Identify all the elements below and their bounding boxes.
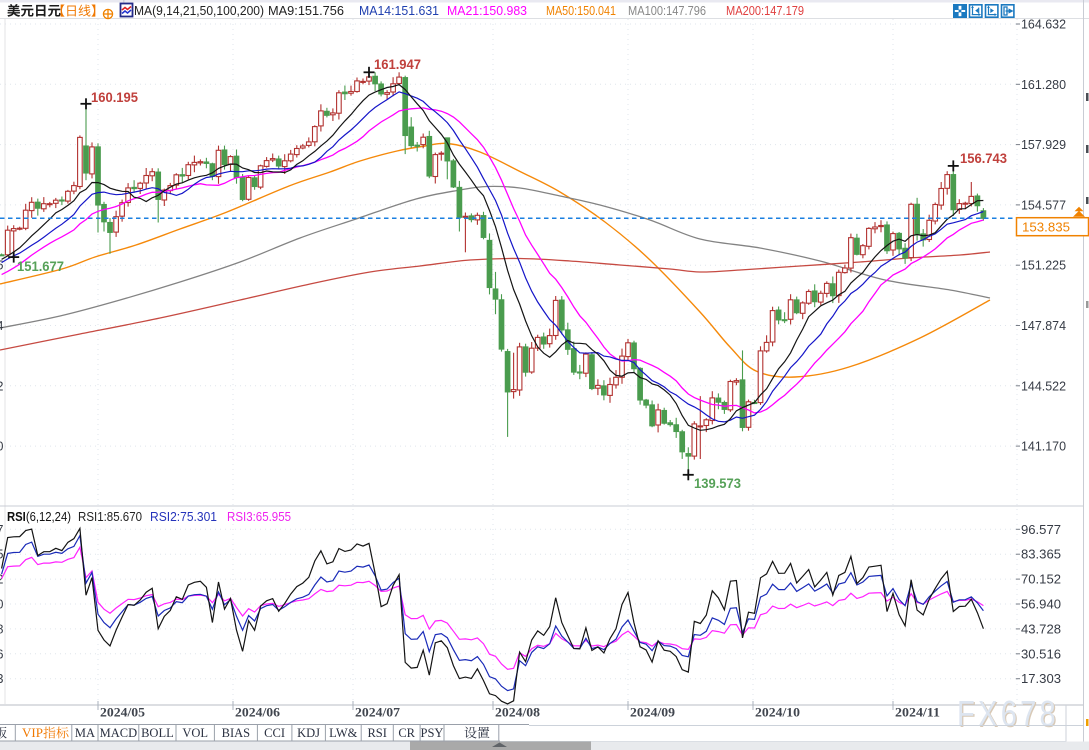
svg-text:153.835: 153.835 — [1022, 220, 1070, 235]
svg-text:156.743: 156.743 — [960, 151, 1007, 166]
svg-text:83.365: 83.365 — [0, 548, 4, 562]
svg-text:CR: CR — [398, 726, 415, 740]
svg-text:139.573: 139.573 — [694, 476, 741, 491]
svg-text:RSI(6,12,24): RSI(6,12,24) — [7, 509, 71, 524]
svg-text:MA50:150.041: MA50:150.041 — [546, 4, 616, 18]
svg-text:144.522: 144.522 — [1021, 379, 1066, 393]
svg-text:2024/07: 2024/07 — [355, 705, 401, 720]
svg-text:17.303: 17.303 — [0, 672, 4, 686]
svg-text:MA100:147.796: MA100:147.796 — [628, 4, 706, 18]
svg-text:43.728: 43.728 — [0, 622, 4, 636]
svg-text:MA: MA — [75, 726, 95, 740]
svg-text:161.947: 161.947 — [374, 57, 421, 72]
svg-text:151.225: 151.225 — [1021, 259, 1066, 273]
svg-text:147.874: 147.874 — [1021, 319, 1066, 333]
svg-text:BIAS: BIAS — [222, 726, 251, 740]
svg-text:BOLL: BOLL — [141, 726, 174, 740]
svg-text:144.522: 144.522 — [0, 379, 4, 393]
svg-text:VOL: VOL — [182, 726, 208, 740]
svg-text:MA(9,14,21,50,100,200): MA(9,14,21,50,100,200) — [134, 4, 264, 18]
svg-text:MA200:147.179: MA200:147.179 — [726, 4, 804, 18]
svg-text:RSI2:75.301: RSI2:75.301 — [150, 509, 217, 524]
svg-text:147.874: 147.874 — [0, 319, 4, 333]
svg-text:MA14:151.631: MA14:151.631 — [359, 4, 439, 18]
svg-text:70.152: 70.152 — [1021, 573, 1061, 587]
svg-text:161.280: 161.280 — [1021, 78, 1066, 92]
svg-text:RSI: RSI — [367, 726, 386, 740]
svg-text:96.577: 96.577 — [0, 523, 4, 537]
svg-text:2024/06: 2024/06 — [235, 705, 281, 720]
svg-text:96.577: 96.577 — [1021, 523, 1061, 537]
svg-text:17.303: 17.303 — [1021, 672, 1061, 686]
svg-text:RSI3:65.955: RSI3:65.955 — [227, 509, 291, 524]
svg-text:LW&: LW& — [329, 726, 358, 740]
svg-text:2024/09: 2024/09 — [630, 705, 676, 720]
svg-text:30.516: 30.516 — [1021, 647, 1061, 661]
svg-text:141.170: 141.170 — [1021, 440, 1066, 454]
svg-text:2024/05: 2024/05 — [100, 705, 146, 720]
svg-text:FX678: FX678 — [958, 694, 1060, 735]
svg-text:MA9:151.756: MA9:151.756 — [268, 4, 344, 18]
svg-text:KDJ: KDJ — [297, 726, 320, 740]
svg-text:30.516: 30.516 — [0, 647, 4, 661]
svg-text:70.152: 70.152 — [0, 573, 4, 587]
svg-text:154.577: 154.577 — [1021, 198, 1066, 212]
svg-text:56.940: 56.940 — [0, 598, 4, 612]
svg-text:83.365: 83.365 — [1021, 548, 1061, 562]
svg-text:PSY: PSY — [421, 726, 444, 740]
svg-text:RSI1:85.670: RSI1:85.670 — [78, 509, 142, 524]
svg-text:VIP: VIP — [22, 725, 43, 740]
svg-text:2024/08: 2024/08 — [495, 705, 541, 720]
svg-text:56.940: 56.940 — [1021, 598, 1061, 612]
svg-text:43.728: 43.728 — [1021, 622, 1061, 636]
svg-text:2024/11: 2024/11 — [895, 705, 940, 720]
svg-text:MA21:150.983: MA21:150.983 — [447, 4, 527, 18]
svg-text:151.225: 151.225 — [0, 259, 4, 273]
svg-text:CCI: CCI — [264, 726, 285, 740]
svg-text:141.170: 141.170 — [0, 440, 4, 454]
svg-text:164.632: 164.632 — [1021, 18, 1066, 32]
svg-text:160.195: 160.195 — [91, 90, 138, 105]
svg-text:157.929: 157.929 — [1021, 138, 1066, 152]
svg-text:FX678: FX678 — [957, 693, 1059, 734]
svg-text:151.677: 151.677 — [17, 259, 64, 274]
svg-text:MACD: MACD — [100, 726, 138, 740]
svg-text:2024/10: 2024/10 — [755, 705, 800, 720]
